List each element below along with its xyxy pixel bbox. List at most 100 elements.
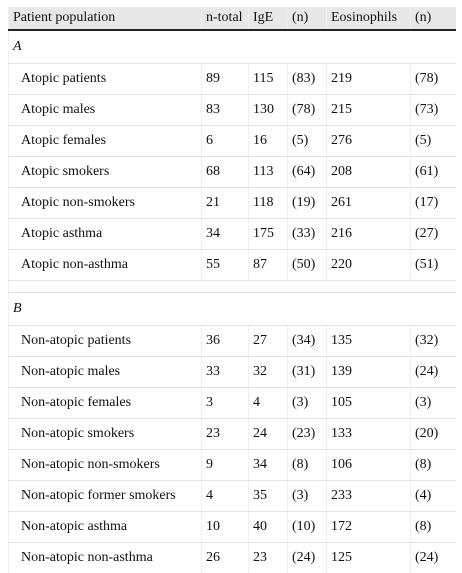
cell: 106 [326,449,411,481]
cell: 135 [326,325,411,357]
cell: (61) [410,156,456,188]
cell: 115 [248,63,288,95]
cell: 87 [248,249,288,281]
data-table: Patient population n-total IgE (n) Eosinophi… [8,7,456,573]
cell: 23 [248,542,288,573]
data-row: Atopic females 6 16 (5) 276 (5) [8,125,456,157]
header-cell: Eosinophils [326,7,411,31]
cell: 26 [201,542,249,573]
cell: (17) [410,187,456,219]
cell: (78) [287,94,327,126]
cell: 33 [201,356,249,388]
data-row: Non-atopic asthma 10 40 (10) 172 (8) [8,511,456,543]
cell: 6 [201,125,249,157]
cell: 4 [201,480,249,512]
cell: 133 [326,418,411,450]
cell: 105 [326,387,411,419]
spacer-cell [8,280,456,293]
cell: 68 [201,156,249,188]
cell: 276 [326,125,411,157]
row-label: Atopic smokers [8,156,202,188]
cell: (3) [287,480,327,512]
cell: (8) [410,449,456,481]
data-row: Non-atopic non-asthma 26 23 (24) 125 (24) [8,542,456,573]
data-row: Atopic smokers 68 113 (64) 208 (61) [8,156,456,188]
data-row: Non-atopic former smokers 4 35 (3) 233 (4) [8,480,456,512]
cell: 40 [248,511,288,543]
spacer-row [8,280,456,293]
header-cell: (n) [410,7,456,31]
row-label: Non-atopic non-asthma [8,542,202,573]
row-label: Non-atopic asthma [8,511,202,543]
cell: (31) [287,356,327,388]
cell: 21 [201,187,249,219]
cell: 118 [248,187,288,219]
cell: (73) [410,94,456,126]
cell: 27 [248,325,288,357]
cell: (78) [410,63,456,95]
cell: 215 [326,94,411,126]
cell: 219 [326,63,411,95]
row-label: Atopic patients [8,63,202,95]
cell: 220 [326,249,411,281]
cell: 130 [248,94,288,126]
data-row: Non-atopic patients 36 27 (34) 135 (32) [8,325,456,357]
row-label: Non-atopic smokers [8,418,202,450]
cell: 16 [248,125,288,157]
cell: 24 [248,418,288,450]
data-row: Non-atopic females 3 4 (3) 105 (3) [8,387,456,419]
cell: (3) [410,387,456,419]
cell: (51) [410,249,456,281]
cell: 113 [248,156,288,188]
cell: 32 [248,356,288,388]
cell: 139 [326,356,411,388]
data-row: Atopic non-asthma 55 87 (50) 220 (51) [8,249,456,281]
data-row: Atopic asthma 34 175 (33) 216 (27) [8,218,456,250]
cell: 9 [201,449,249,481]
data-row: Atopic males 83 130 (78) 215 (73) [8,94,456,126]
cell: 4 [248,387,288,419]
cell: (27) [410,218,456,250]
cell: (5) [410,125,456,157]
cell: 175 [248,218,288,250]
cell: (23) [287,418,327,450]
header-cell: n-total [201,7,249,31]
row-label: Non-atopic females [8,387,202,419]
cell: (50) [287,249,327,281]
cell: (20) [410,418,456,450]
cell: 261 [326,187,411,219]
section-row: B [8,292,456,326]
cell: (33) [287,218,327,250]
cell: 83 [201,94,249,126]
cell: 55 [201,249,249,281]
cell: 89 [201,63,249,95]
row-label: Atopic non-smokers [8,187,202,219]
cell: (8) [410,511,456,543]
cell: (24) [410,542,456,573]
row-label: Atopic non-asthma [8,249,202,281]
row-label: Non-atopic non-smokers [8,449,202,481]
cell: 172 [326,511,411,543]
header-cell: Patient population [8,7,202,31]
cell: (24) [287,542,327,573]
row-label: Non-atopic males [8,356,202,388]
cell: 10 [201,511,249,543]
cell: (3) [287,387,327,419]
cell: (34) [287,325,327,357]
cell: 36 [201,325,249,357]
header-row: Patient population n-total IgE (n) Eosinophi… [8,7,456,31]
cell: (4) [410,480,456,512]
data-row: Non-atopic non-smokers 9 34 (8) 106 (8) [8,449,456,481]
data-row: Non-atopic males 33 32 (31) 139 (24) [8,356,456,388]
cell: 35 [248,480,288,512]
cell: (64) [287,156,327,188]
header-cell: (n) [287,7,327,31]
cell: 216 [326,218,411,250]
row-label: Non-atopic patients [8,325,202,357]
cell: 125 [326,542,411,573]
cell: 23 [201,418,249,450]
cell: (83) [287,63,327,95]
cell: (32) [410,325,456,357]
row-label: Atopic asthma [8,218,202,250]
header-cell: IgE [248,7,288,31]
